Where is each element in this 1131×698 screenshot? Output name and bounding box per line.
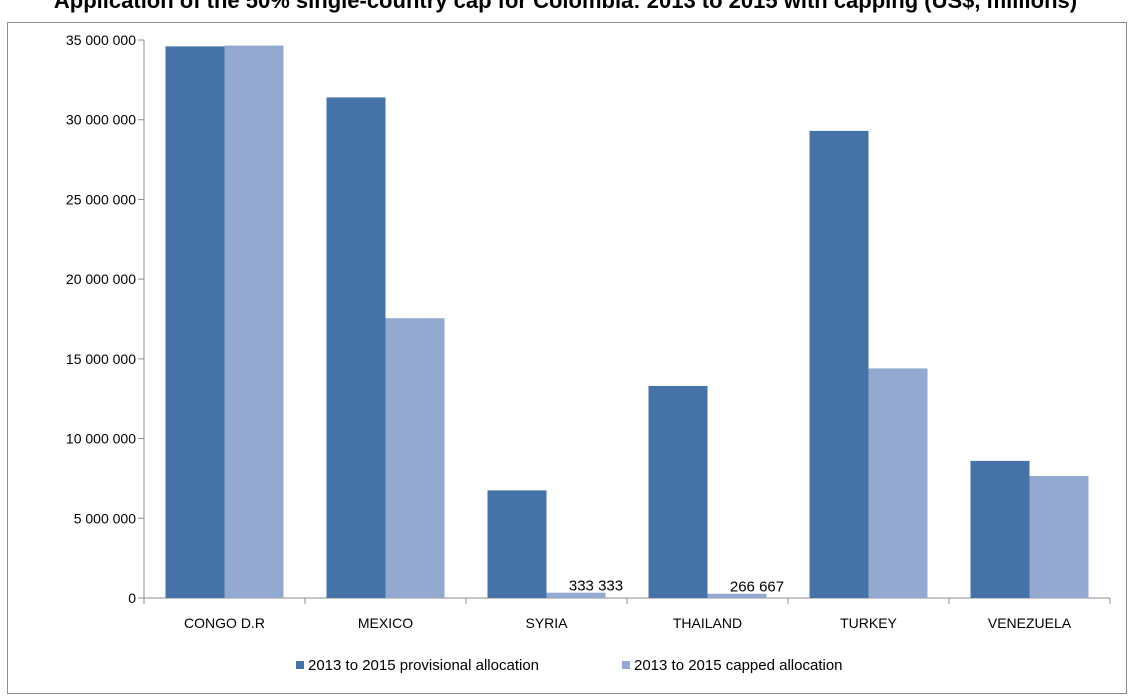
x-tick-label: MEXICO — [358, 615, 413, 631]
y-axis: 0 5 000 000 10 000 000 15 000 000 20 000 000… — [66, 32, 145, 606]
y-tick-label: 0 — [128, 590, 136, 606]
bar-capped-congo-d-r — [224, 45, 284, 598]
bar-provisional-venezuela — [970, 460, 1030, 598]
chart-title: Application of the 50% single-country ca… — [53, 0, 1078, 13]
y-tick-label: 5 000 000 — [74, 510, 136, 526]
legend-swatch — [622, 661, 630, 669]
y-tick-label: 25 000 000 — [66, 191, 136, 207]
y-tick-label: 15 000 000 — [66, 351, 136, 367]
legend: 2013 to 2015 provisional allocation 2013 … — [296, 657, 843, 674]
legend-label: 2013 to 2015 provisional allocation — [308, 657, 539, 674]
data-label: 266 667 — [730, 579, 784, 596]
x-tick-label: SYRIA — [525, 615, 568, 631]
y-tick-label: 10 000 000 — [66, 431, 136, 447]
bar-capped-thailand — [707, 593, 767, 598]
bar-capped-syria — [546, 592, 606, 598]
y-tick-label: 20 000 000 — [66, 271, 136, 287]
data-label: 333 333 — [569, 578, 623, 595]
x-tick-label: VENEZUELA — [988, 615, 1072, 631]
y-tick-label: 35 000 000 — [66, 32, 136, 48]
bar-provisional-turkey — [809, 130, 869, 599]
bar-provisional-syria — [487, 490, 547, 598]
bar-provisional-congo-d-r — [165, 46, 225, 599]
data-labels: 333 333 266 667 — [569, 578, 784, 596]
bar-capped-turkey — [868, 368, 928, 598]
bars — [165, 45, 1089, 599]
y-tick-label: 30 000 000 — [66, 112, 136, 128]
x-tick-label: CONGO D.R — [184, 615, 265, 631]
x-tick-label: THAILAND — [673, 615, 742, 631]
legend-swatch — [296, 661, 304, 669]
x-axis: CONGO D.R MEXICO SYRIA THAILAND TURKEY VENEZU… — [143, 597, 1111, 631]
bar-capped-mexico — [385, 318, 445, 598]
bar-provisional-mexico — [326, 97, 386, 598]
legend-label: 2013 to 2015 capped allocation — [634, 657, 843, 674]
x-tick-label: TURKEY — [840, 615, 897, 631]
bar-provisional-thailand — [648, 385, 708, 598]
bar-capped-venezuela — [1029, 476, 1089, 598]
